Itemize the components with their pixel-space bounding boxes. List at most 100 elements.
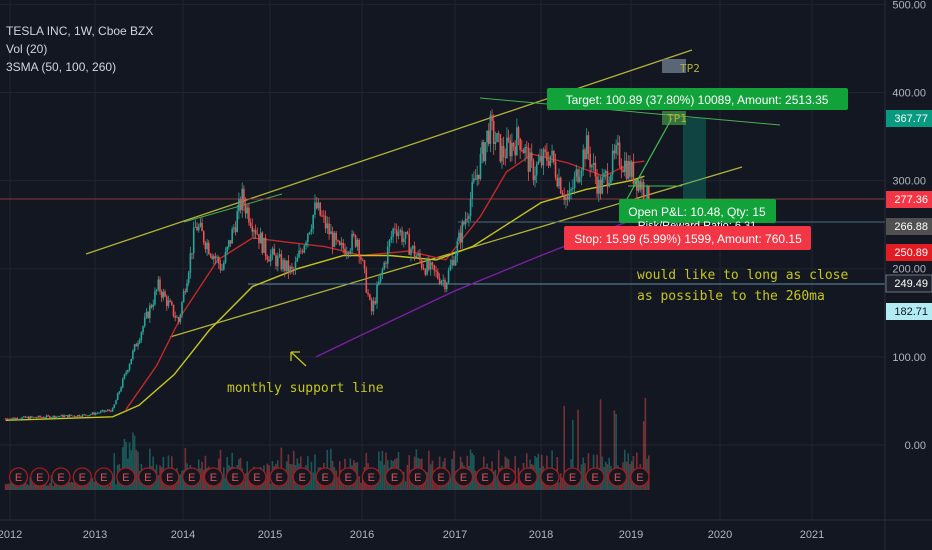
candle-body (280, 254, 283, 270)
candle-body (415, 255, 418, 258)
candle-body (363, 260, 366, 269)
earnings-marker-label: E (414, 472, 421, 484)
y-tick-label: 300.00 (892, 176, 926, 188)
earnings-marker-label: E (460, 472, 467, 484)
volume-bar (613, 410, 616, 490)
candle-body (429, 262, 432, 270)
volume-bar (563, 406, 565, 490)
candle-body (561, 192, 564, 196)
candle-body (145, 311, 148, 318)
time-axis[interactable]: 2012 2013 2014 2015 2016 2017 2018 2019 2020 2021 (0, 519, 932, 541)
volume-bar (315, 477, 318, 490)
candle-body (406, 231, 409, 234)
earnings-marker-icon (585, 467, 605, 487)
candle-body (381, 269, 384, 274)
candle-body (344, 248, 346, 255)
x-tick-label: 2012 (0, 529, 22, 541)
candle-body (321, 215, 323, 217)
candle-body (194, 226, 197, 228)
position-tool[interactable]: TP2 TP1 Target: 100.89 (37.80%) 10089, Amo… (547, 59, 848, 250)
candle-body (6, 418, 9, 420)
volume-bar (76, 485, 79, 490)
volume-bar (9, 482, 12, 490)
volume-bar (539, 467, 541, 490)
stop-label: Stop: 15.99 (5.99%) 1599, Amount: 760.15 (574, 232, 802, 246)
volume-bar (577, 409, 579, 490)
candle-body (26, 416, 28, 418)
candle-body (497, 133, 500, 135)
candle-body (133, 344, 136, 351)
symbol-title[interactable]: TESLA INC, 1W, Cboe BZX (6, 24, 154, 38)
candle-body (294, 261, 297, 271)
candle-body (326, 223, 329, 229)
earnings-marker-label: E (524, 472, 531, 484)
candle-body (322, 215, 325, 217)
candle-body (563, 195, 565, 200)
candle-body (118, 391, 121, 394)
candle-body (305, 242, 307, 246)
volume-bar (424, 480, 427, 490)
candle-body (646, 185, 648, 204)
candle-body (589, 153, 591, 168)
candle-body (251, 226, 254, 232)
candle-body (403, 238, 405, 242)
volume-bar (6, 483, 9, 490)
earnings-marker-icon (51, 467, 71, 487)
candle-body (410, 248, 412, 255)
candle-body (328, 223, 330, 235)
candle-body (155, 289, 158, 292)
volume-bar (604, 461, 607, 490)
price-axis[interactable]: 500.00 400.00 300.00 200.00 100.00 0.00 367.77… (884, 0, 932, 550)
candle-body (347, 252, 350, 254)
volume-bar (246, 461, 249, 490)
volume-bar (177, 475, 180, 490)
candle-body (44, 417, 46, 419)
candle-body (608, 182, 610, 187)
volume-bar (623, 449, 626, 490)
candle-body (584, 149, 586, 160)
candle-body (249, 222, 252, 227)
candle-body (45, 415, 48, 418)
price-badge (886, 110, 932, 127)
volume-bar (128, 442, 131, 490)
candle-body (453, 259, 455, 266)
open-pl-label: Open P&L: 10.48, Qty: 15 (628, 205, 766, 219)
candle-body (591, 164, 593, 168)
candle-body (577, 169, 579, 182)
volume-indicator-label[interactable]: Vol (20) (6, 42, 48, 56)
candle-body (496, 133, 498, 143)
candle-body (16, 417, 18, 420)
candle-body (431, 262, 434, 266)
candle-body (24, 416, 27, 418)
candle-body (408, 233, 411, 255)
sma-indicator-label[interactable]: 3SMA (50, 100, 260) (6, 60, 117, 74)
tp2-box (662, 59, 686, 73)
candle-body (445, 282, 448, 290)
volume-bar (426, 472, 428, 490)
text-annotations: monthly support line would like to long a… (227, 268, 848, 396)
volume-bar (68, 482, 71, 490)
candle-body (219, 263, 222, 271)
candle-body (264, 237, 267, 257)
candle-body (613, 150, 616, 154)
volume-bar (561, 477, 564, 490)
earnings-marker-label: E (166, 472, 173, 484)
candle-body (625, 160, 628, 179)
candle-body (376, 284, 378, 304)
y-tick-label: 400.00 (892, 87, 926, 99)
candle-body (128, 364, 131, 371)
support-annotation: monthly support line (227, 381, 384, 396)
candle-body (383, 262, 385, 270)
candle-body (13, 417, 15, 419)
candle-body (333, 232, 336, 247)
earnings-marker-icon (315, 467, 335, 487)
candle-body (58, 416, 61, 418)
candle-body (94, 413, 97, 415)
candle-body (440, 281, 443, 284)
volume-bar (559, 473, 562, 490)
volume-bar (453, 450, 455, 490)
x-tick-label: 2019 (619, 529, 643, 541)
volume-bar (385, 452, 387, 490)
volume-bar (40, 483, 43, 490)
